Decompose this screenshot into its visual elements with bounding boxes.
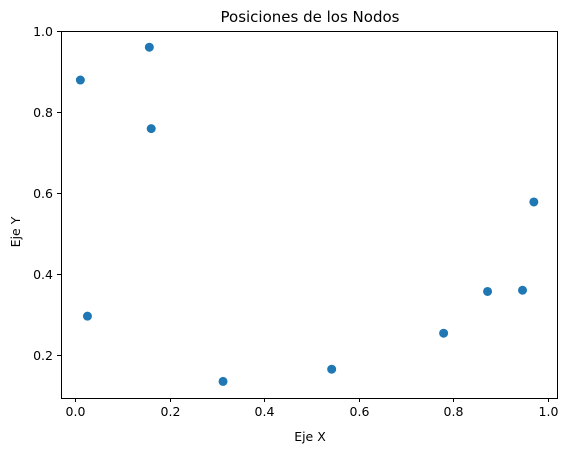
x-axis-label: Eje X	[294, 429, 326, 444]
axis-ticks: 0.0 0.2 0.4 0.6 0.8 1.0 0.2 0.4 0.6 0.8 1.0	[33, 24, 558, 419]
y-tick-label: 0.6	[33, 186, 53, 201]
y-axis-label: Eje Y	[8, 216, 23, 247]
plot-border	[61, 31, 558, 399]
plot-frame	[61, 31, 558, 399]
data-point	[518, 285, 528, 295]
x-tick-label: 0.4	[255, 404, 275, 419]
data-point	[218, 376, 228, 386]
data-point	[146, 124, 156, 134]
data-point	[439, 328, 449, 338]
y-tick-label: 0.2	[33, 348, 53, 363]
data-point	[144, 42, 154, 52]
data-points	[75, 42, 539, 386]
x-tick-label: 0.2	[161, 404, 181, 419]
data-point	[82, 311, 92, 321]
data-point	[529, 197, 539, 207]
y-tick-label: 0.8	[33, 105, 53, 120]
x-tick-label: 0.6	[350, 404, 370, 419]
y-tick-label: 0.4	[33, 267, 53, 282]
x-tick-label: 0.0	[66, 404, 86, 419]
y-tick-label: 1.0	[33, 24, 53, 39]
x-tick-label: 1.0	[539, 404, 559, 419]
chart-title: Posiciones de los Nodos	[221, 8, 400, 26]
x-tick-label: 0.8	[444, 404, 464, 419]
data-point	[75, 75, 85, 85]
data-point	[327, 364, 337, 374]
data-point	[483, 286, 493, 296]
